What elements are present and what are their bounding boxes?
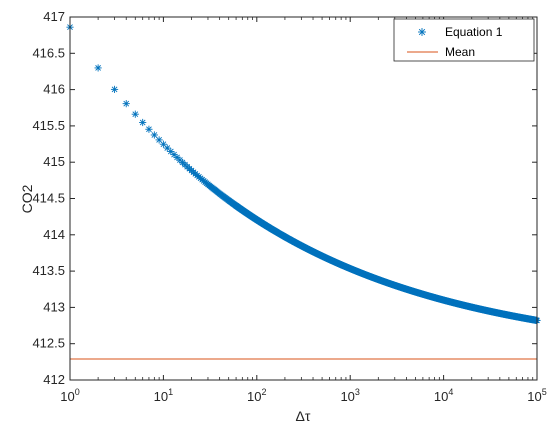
x-tick-label: 104	[434, 387, 453, 404]
plot-area	[70, 17, 537, 380]
x-tick-label: 105	[527, 387, 546, 404]
y-tick-label: 413.5	[32, 263, 65, 278]
legend-box	[393, 18, 535, 62]
data-point	[150, 131, 158, 139]
legend-asterisk-icon	[418, 28, 426, 36]
y-tick-label: 416	[43, 82, 65, 97]
y-tick-label: 414.5	[32, 191, 65, 206]
x-tick-label: 101	[154, 387, 173, 404]
y-tick-label: 412	[43, 372, 65, 387]
y-tick-label: 417	[43, 9, 65, 24]
x-tick-label: 100	[60, 387, 79, 404]
y-tick-label: 415	[43, 154, 65, 169]
y-axis-label: CO2	[19, 184, 35, 213]
data-point	[94, 64, 102, 72]
y-tick-label: 415.5	[32, 118, 65, 133]
legend-label-equation-1: Equation 1	[445, 25, 503, 39]
legend: Equation 1 Mean	[393, 18, 535, 62]
data-point	[155, 136, 163, 144]
data-point	[122, 100, 130, 108]
legend-label-mean: Mean	[445, 45, 475, 59]
legend-marker-equation-1	[418, 28, 426, 36]
data-point	[145, 125, 153, 133]
y-tick-label: 414	[43, 227, 65, 242]
y-tick-label: 413	[43, 299, 65, 314]
x-tick-label: 103	[340, 387, 359, 404]
series-layer	[66, 23, 541, 360]
data-point	[139, 118, 147, 127]
x-tick-label: 102	[247, 387, 266, 404]
y-axis-ticks: 412 412.5 413 413.5 414 414.5 415 415.5 416 416.5…	[32, 9, 537, 387]
y-tick-label: 416.5	[32, 45, 65, 60]
x-axis-label: Δτ	[296, 408, 311, 424]
data-point	[110, 85, 119, 93]
equation-1-points	[66, 23, 541, 325]
data-point	[131, 110, 139, 118]
y-tick-label: 412.5	[32, 336, 65, 351]
x-axis-ticks: 100 101 102 103 104 105	[60, 17, 547, 404]
